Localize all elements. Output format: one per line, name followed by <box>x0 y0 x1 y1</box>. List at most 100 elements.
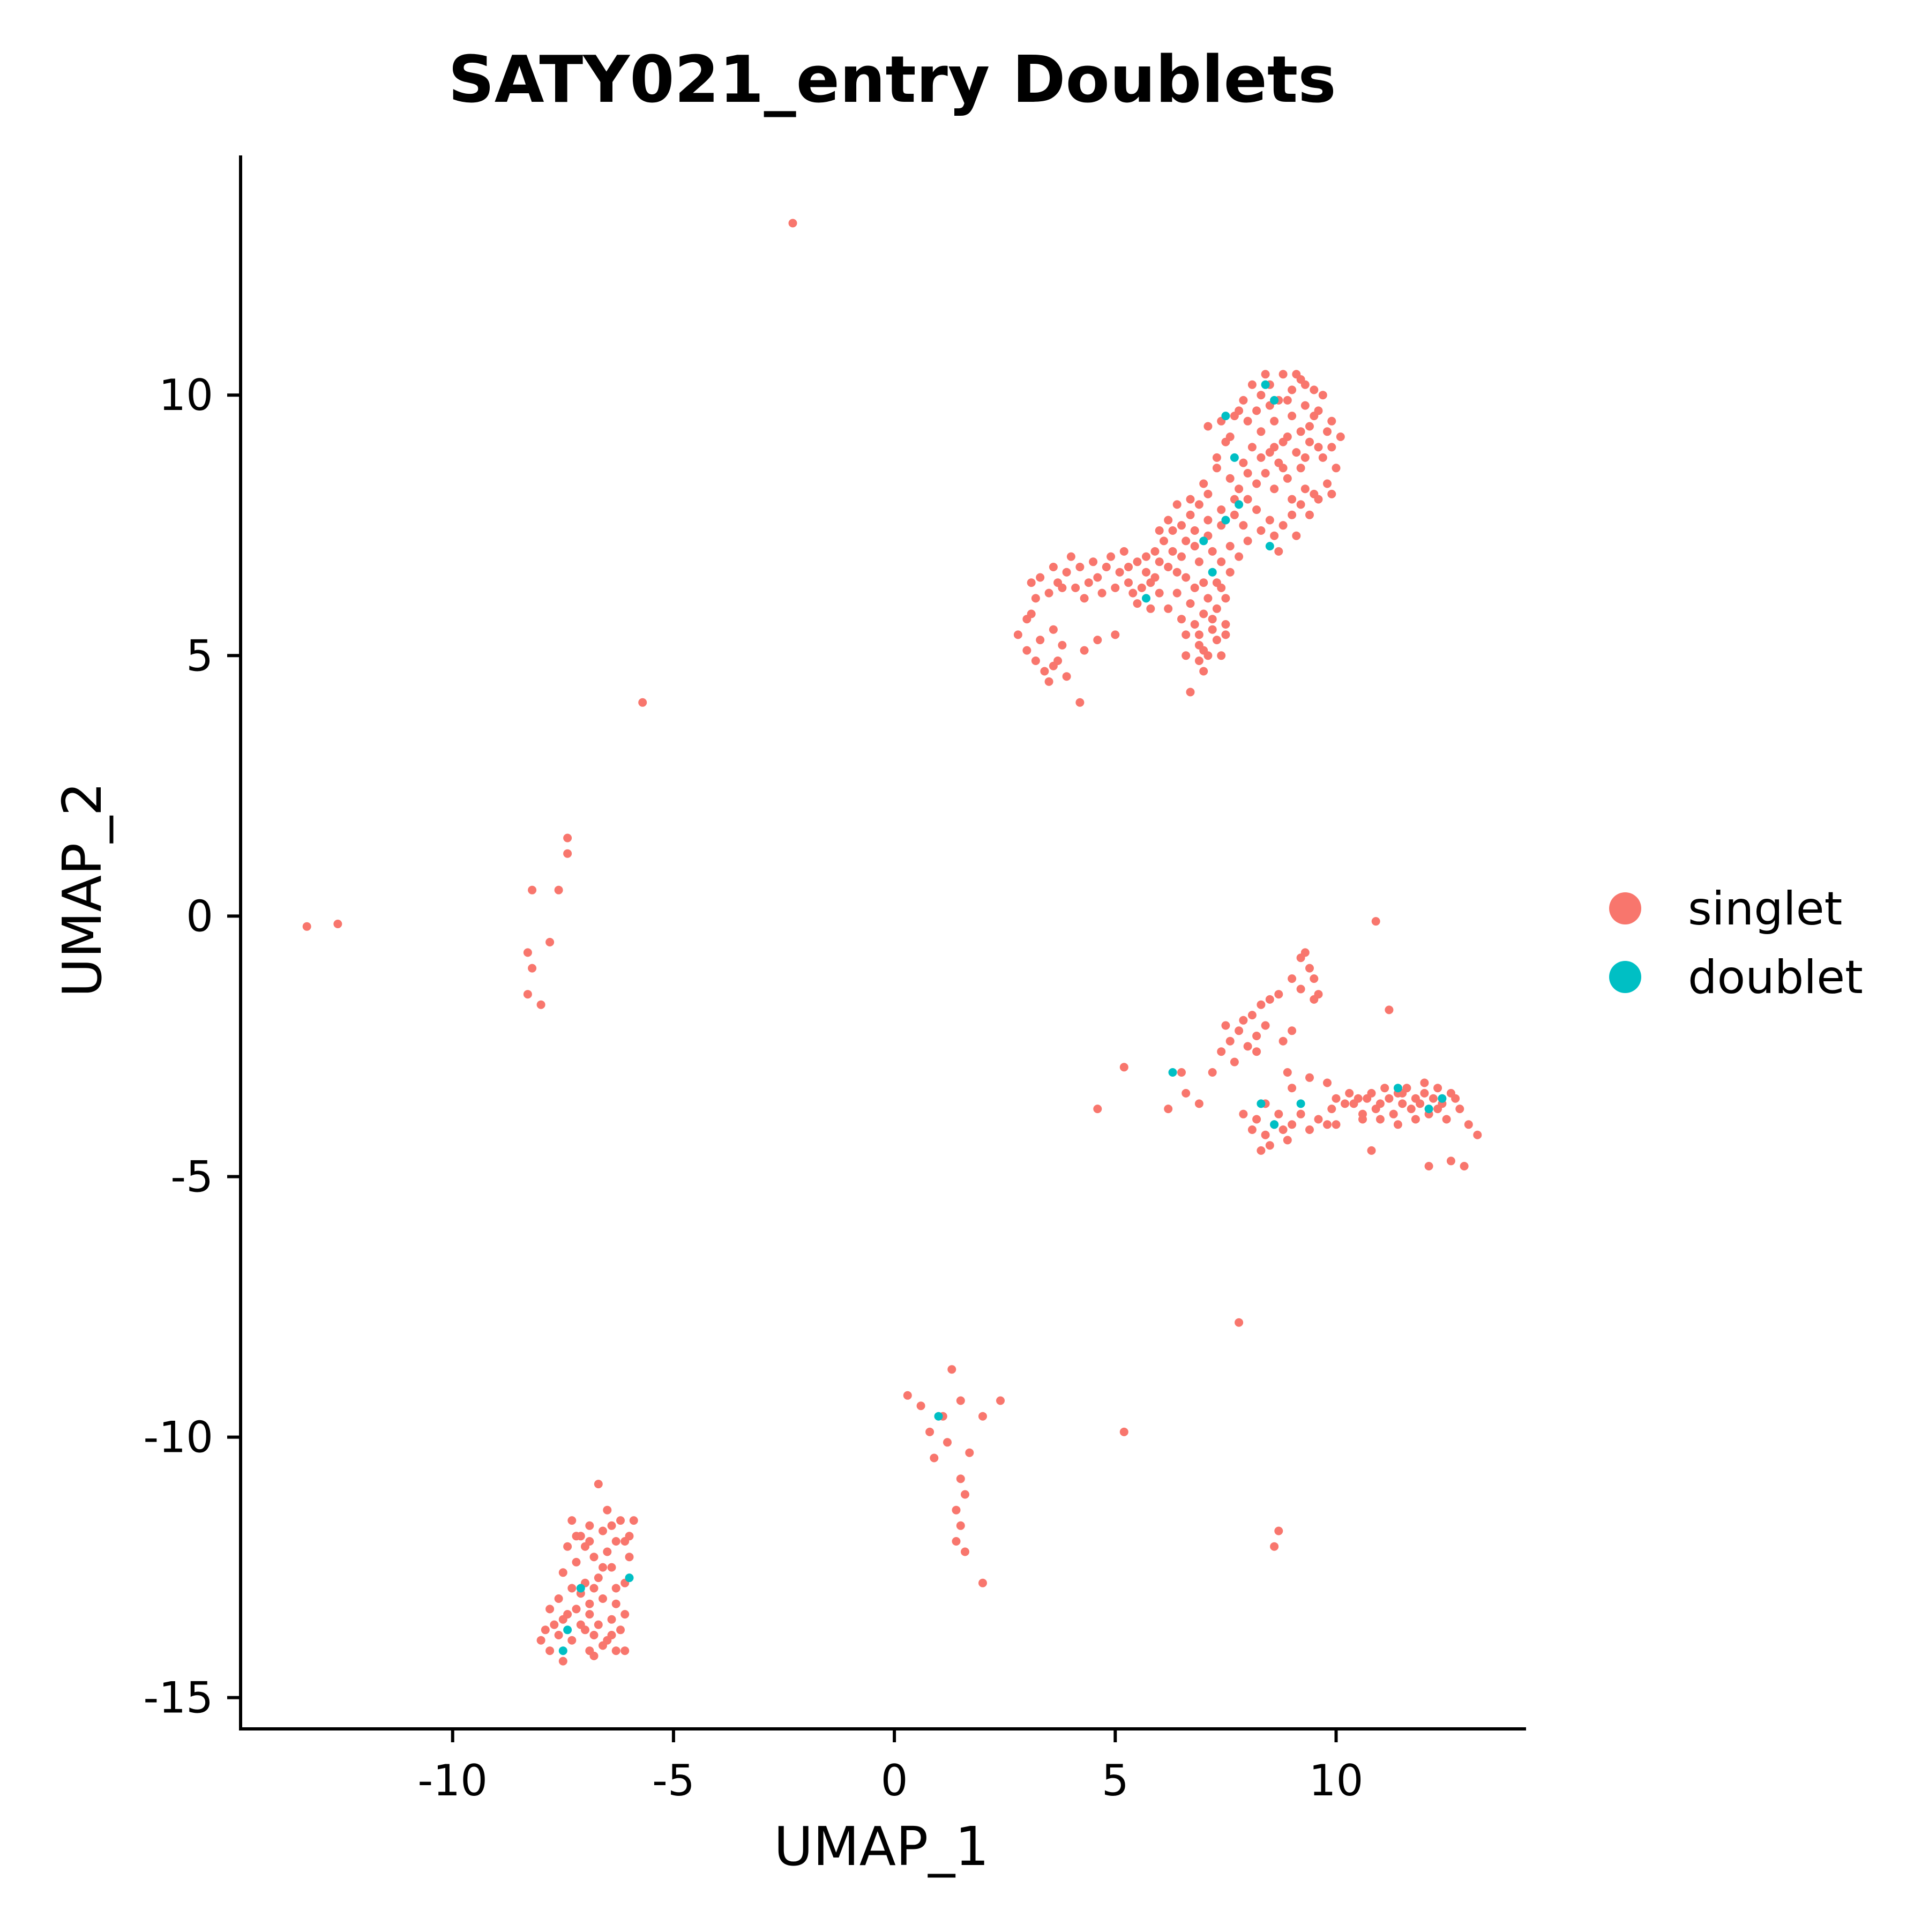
singlet-point <box>1257 526 1266 535</box>
singlet-point <box>620 1646 630 1655</box>
singlet-point <box>1235 1318 1244 1327</box>
singlet-point <box>1305 422 1314 431</box>
singlet-point <box>961 1547 969 1556</box>
singlet-point <box>594 1480 603 1489</box>
singlet-point <box>541 1625 550 1635</box>
singlet-point <box>1066 552 1075 561</box>
singlet-point <box>952 1505 961 1515</box>
singlet-point <box>1323 1120 1332 1129</box>
singlet-point <box>1044 588 1053 598</box>
singlet-point <box>1027 578 1036 587</box>
singlet-point <box>1084 578 1093 587</box>
singlet-point <box>1247 1125 1257 1134</box>
singlet-point <box>1049 625 1058 634</box>
singlet-point <box>1336 432 1345 441</box>
singlet-point <box>1053 578 1063 587</box>
singlet-point <box>956 1521 965 1530</box>
singlet-point <box>1186 495 1195 504</box>
singlet-point <box>1332 1120 1341 1129</box>
singlet-point <box>1252 505 1261 514</box>
singlet-point <box>1398 1099 1407 1108</box>
singlet-point <box>1310 412 1319 421</box>
singlet-point <box>1172 588 1182 598</box>
doublet-point <box>1261 380 1270 389</box>
singlet-point <box>1252 406 1261 415</box>
singlet-point <box>1416 1099 1425 1108</box>
singlet-point <box>1270 531 1279 540</box>
singlet-point <box>1385 1005 1394 1015</box>
x-tick-label: -5 <box>652 1756 695 1806</box>
doublet-point <box>1230 453 1239 462</box>
singlet-point <box>1460 1162 1469 1170</box>
singlet-point <box>1305 437 1314 446</box>
singlet-point <box>1283 474 1292 483</box>
singlet-point <box>603 1547 612 1556</box>
doublet-point <box>576 1584 585 1593</box>
singlet-point <box>1239 1109 1248 1118</box>
singlet-point <box>563 1610 572 1619</box>
singlet-point <box>1199 609 1208 618</box>
singlet-point <box>1199 479 1208 488</box>
singlet-point <box>1115 568 1124 577</box>
singlet-point <box>1164 516 1173 525</box>
legend-label-singlet: singlet <box>1688 882 1842 936</box>
singlet-point <box>1389 1109 1398 1118</box>
singlet-point <box>1243 469 1252 478</box>
singlet-point <box>1278 464 1288 473</box>
singlet-point <box>1203 489 1213 498</box>
singlet-point <box>1058 640 1067 650</box>
singlet-point <box>1221 1021 1230 1030</box>
singlet-point <box>1075 563 1085 571</box>
singlet-point <box>1367 1146 1376 1155</box>
singlet-point <box>1407 1105 1416 1114</box>
x-tick-label: 5 <box>1102 1756 1129 1806</box>
singlet-point <box>585 1537 594 1546</box>
singlet-point <box>1190 583 1199 592</box>
singlet-point <box>1278 437 1288 446</box>
singlet-point <box>554 1631 563 1639</box>
singlet-point <box>558 1568 567 1577</box>
singlet-point <box>638 698 647 707</box>
singlet-point <box>1190 620 1199 629</box>
singlet-point <box>1212 453 1221 462</box>
singlet-point <box>1164 563 1173 571</box>
singlet-point <box>1235 484 1244 494</box>
singlet-point <box>554 885 563 894</box>
singlet-point <box>1433 1105 1442 1114</box>
singlet-point <box>1225 1036 1235 1046</box>
singlet-point <box>1261 469 1270 478</box>
doublet-point <box>1235 500 1244 509</box>
singlet-point <box>916 1401 925 1411</box>
singlet-point <box>1190 542 1199 551</box>
singlet-point <box>1044 677 1053 686</box>
singlet-point <box>1168 526 1177 535</box>
singlet-point <box>1013 630 1022 639</box>
singlet-point <box>1411 1115 1420 1124</box>
singlet-point <box>1420 1088 1429 1098</box>
singlet-point <box>1239 396 1248 405</box>
singlet-point <box>1182 1088 1191 1098</box>
singlet-point <box>1053 657 1063 665</box>
singlet-point <box>1235 1026 1244 1035</box>
singlet-point <box>1221 620 1230 629</box>
singlet-point <box>1071 583 1080 592</box>
singlet-point <box>1314 495 1323 504</box>
singlet-point <box>1119 547 1128 556</box>
singlet-point <box>961 1490 969 1499</box>
singlet-point <box>1230 510 1239 519</box>
singlet-point <box>599 1526 607 1535</box>
singlet-point <box>1283 1136 1292 1145</box>
singlet-point <box>611 1537 620 1546</box>
singlet-point <box>1221 594 1230 603</box>
singlet-point <box>1239 1016 1248 1025</box>
singlet-point <box>1300 484 1310 494</box>
singlet-point <box>1155 526 1164 535</box>
singlet-point <box>1049 563 1058 571</box>
singlet-point <box>1288 510 1297 519</box>
singlet-point <box>1217 583 1226 592</box>
singlet-point <box>1332 1094 1341 1103</box>
y-ticks: -15 -10 -5 0 5 10 <box>143 370 239 1723</box>
singlet-point <box>1194 557 1203 566</box>
singlet-point <box>1270 484 1279 494</box>
